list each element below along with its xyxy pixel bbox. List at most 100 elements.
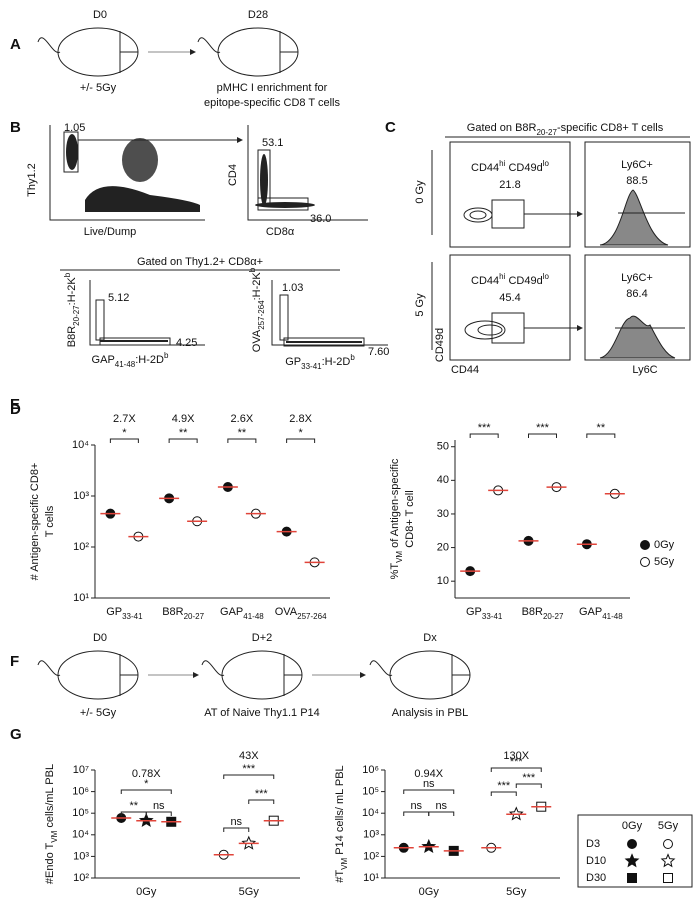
mouse [201, 650, 303, 700]
sig-bracket [248, 799, 275, 804]
x-tick-label: 5Gy [506, 886, 527, 898]
y-tick-label: 10⁶ [362, 764, 379, 776]
axis-label: Thy1.2 [26, 163, 38, 197]
sig-label: *** [242, 763, 256, 775]
fold-change: 0.78X [132, 768, 161, 780]
fold-change: 2.8X [289, 413, 312, 425]
sig-label: ** [238, 427, 247, 439]
flow-plot [49, 125, 243, 221]
y-tick-label: 40 [437, 474, 449, 486]
legend-column: 0Gy [622, 820, 643, 832]
sig-label: ** [597, 422, 606, 434]
y-axis-label: #Endo TVM cells/mL PBL [44, 764, 59, 884]
fold-change: 2.6X [231, 413, 254, 425]
x-tick-label: GAP41-48 [579, 606, 623, 621]
axis-label: CD49d [434, 328, 446, 362]
sig-bracket [145, 811, 172, 816]
sig-label: * [144, 778, 149, 790]
y-tick-label: 20 [437, 541, 449, 553]
legend-marker [640, 557, 650, 567]
flow-plot [247, 125, 368, 221]
y-tick-label: 10⁴ [72, 439, 89, 451]
hist-value: 88.5 [626, 175, 647, 187]
day: Dx [423, 632, 437, 644]
sig-bracket [120, 789, 172, 794]
y-tick-label: 10² [363, 850, 379, 862]
legend-label: 5Gy [654, 556, 675, 568]
y-tick-label: 10¹ [73, 592, 89, 604]
y-tick-label: 10⁴ [72, 829, 89, 841]
x-tick-label: 0Gy [419, 886, 440, 898]
sig-label: ns [230, 816, 242, 828]
panel-label: A [10, 36, 21, 53]
sig-bracket [109, 438, 139, 443]
panel-label: E [10, 396, 20, 413]
day: D0 [93, 632, 107, 644]
sig-bracket [490, 791, 517, 796]
axis-label: CD8α [266, 226, 295, 238]
fold-change: 2.7X [113, 413, 136, 425]
sig-label: ** [179, 427, 188, 439]
axis-label: B8R20-27:H-2Kb [63, 272, 81, 347]
sig-label: *** [510, 756, 524, 768]
y-tick-label: 30 [437, 508, 449, 520]
axis-label: Ly6C [632, 364, 657, 376]
step: Analysis in PBL [392, 707, 468, 719]
day: D0 [93, 9, 107, 21]
sig-bracket [490, 767, 542, 772]
day: D28 [248, 9, 268, 21]
legend-column: 5Gy [658, 820, 679, 832]
y-tick-label: 10³ [73, 850, 89, 862]
gate-value: 5.12 [108, 292, 129, 304]
y-tick-label: 10² [73, 541, 89, 553]
axis-label: CD4 [227, 164, 239, 186]
x-tick-label: GAP41-48 [220, 606, 264, 621]
gate-name: CD44hi CD49dlo [471, 159, 549, 174]
x-tick-label: B8R20-27 [522, 606, 564, 621]
axis-label: CD44 [451, 364, 479, 376]
flow-plot [89, 280, 205, 346]
sig-label: *** [255, 788, 269, 800]
gate-header: Gated on B8R20-27-specific CD8+ T cells [467, 122, 664, 137]
x-tick-label: GP33-41 [106, 606, 143, 621]
axis-label: OVA257-264:H-2Kb [248, 267, 266, 352]
y-tick-label: 10⁴ [362, 807, 379, 819]
gate-value: 7.60 [368, 346, 389, 358]
sig-label: *** [536, 422, 550, 434]
gate-value: 21.8 [499, 179, 520, 191]
gate-value: 36.0 [310, 213, 331, 225]
flow-plots [431, 141, 691, 361]
sig-bracket [586, 433, 616, 438]
hist-value: 86.4 [626, 288, 647, 300]
x-tick-label: GP33-41 [466, 606, 503, 621]
sig-bracket [227, 438, 257, 443]
y-tick-label: 10⁷ [73, 764, 89, 776]
y-tick-label: 10⁵ [362, 786, 379, 798]
mouse [37, 27, 139, 77]
y-axis-label: %TVM of Antigen-specific [389, 458, 404, 579]
fold-change: 0.94X [414, 768, 443, 780]
legend-box [577, 814, 693, 888]
fold-change: 43X [239, 750, 259, 762]
sig-bracket [168, 438, 198, 443]
sig-label: * [122, 427, 127, 439]
sig-bracket [528, 433, 557, 438]
axis-label: GP33-41:H-2Db [285, 353, 355, 371]
gate-header: Gated on Thy1.2+ CD8α+ [137, 256, 263, 268]
hist-name: Ly6C+ [621, 272, 653, 284]
sig-bracket [515, 783, 542, 788]
gate-value: 1.03 [282, 282, 303, 294]
legend-marker [663, 839, 673, 849]
sig-label: ns [410, 800, 422, 812]
fold-change: 130X [503, 750, 529, 762]
sig-label: ** [129, 800, 138, 812]
sig-bracket [428, 811, 455, 816]
sig-label: * [298, 427, 303, 439]
gate-value: 1.05 [64, 122, 85, 134]
sig-bracket [286, 438, 316, 443]
panel-label: B [10, 119, 21, 136]
legend-label: 0Gy [654, 539, 675, 551]
outcome: epitope-specific CD8 T cells [204, 97, 340, 109]
step: AT of Naive Thy1.1 P14 [204, 707, 320, 719]
